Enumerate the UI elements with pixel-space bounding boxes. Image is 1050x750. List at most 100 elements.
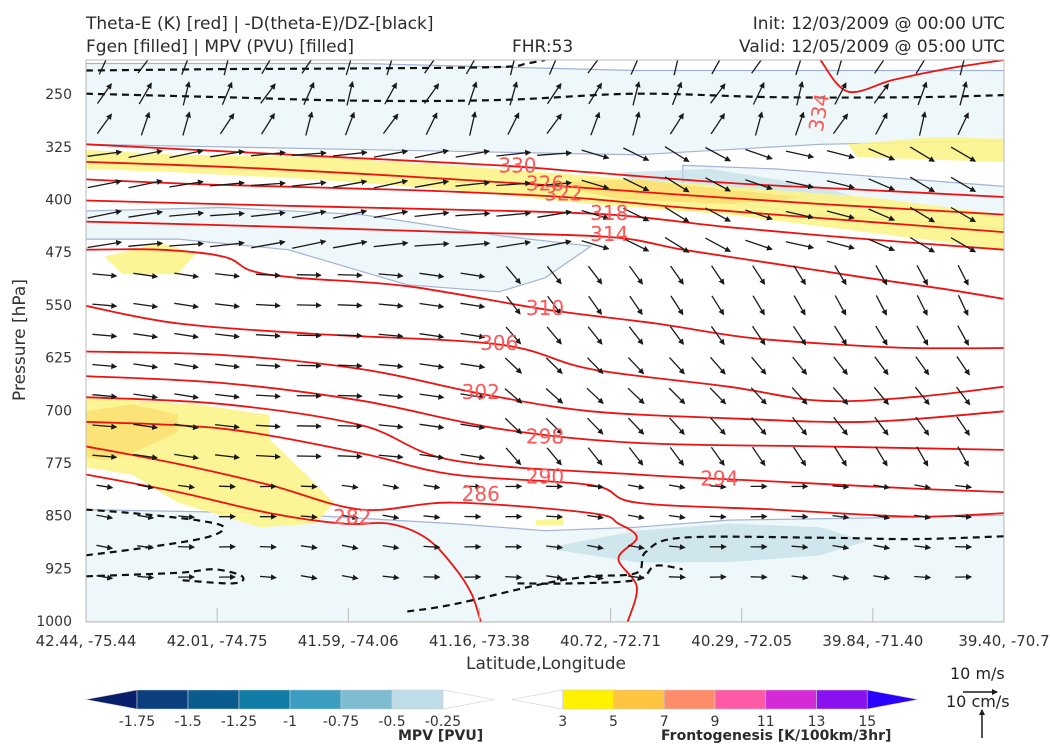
wind-vector <box>504 417 523 435</box>
y-axis-label: Pressure [hPa] <box>10 279 30 401</box>
wind-vector <box>337 302 363 309</box>
wind-vector <box>874 356 889 376</box>
wind-vector <box>957 325 969 346</box>
wind-vector <box>128 240 164 247</box>
theta-e-label-286: 286 <box>462 482 500 506</box>
wind-vector <box>300 544 318 551</box>
wind-vector <box>341 574 359 581</box>
theta-e-line-282 <box>86 473 482 622</box>
wind-vector <box>455 149 491 158</box>
y-tick-label: 475 <box>45 245 72 261</box>
wind-vector <box>92 453 118 460</box>
y-tick-label: 550 <box>45 298 72 314</box>
wind-vector <box>133 453 159 461</box>
theta-e-line-286 <box>86 445 638 622</box>
wind-vector <box>332 239 368 249</box>
wind-vector <box>545 357 563 375</box>
wind-vector <box>178 543 196 550</box>
colorbar-tick-label: -0.25 <box>425 714 461 730</box>
theta-e-label-306: 306 <box>480 331 518 355</box>
wind-vector <box>255 423 281 430</box>
colorbar-tick-label: -0.75 <box>323 714 359 730</box>
mpv-colorbar: -1.75 -1.5 -1.25 -1 -0.75 -0.5 -0.25 <box>85 689 495 730</box>
wind-vector <box>505 447 522 466</box>
wind-vector <box>215 272 240 279</box>
wind-vector <box>875 295 887 316</box>
wind-vector <box>909 236 936 253</box>
wind-vector <box>337 393 363 400</box>
theta-e-label-282: 282 <box>333 505 371 529</box>
colorbar-tick-label: 7 <box>660 714 669 730</box>
wind-vector <box>834 295 847 316</box>
wind-vector <box>92 363 118 370</box>
wind-vector <box>332 209 368 219</box>
wind-vector <box>918 111 927 136</box>
theta-e-label-326: 326 <box>526 172 564 196</box>
wind-vector <box>745 179 773 191</box>
wind-vector <box>169 148 204 159</box>
wind-vector <box>587 447 603 466</box>
wind-vector <box>419 453 445 461</box>
theta-e-line-298 <box>86 375 1004 451</box>
colorbar-tick-label: -1.25 <box>221 714 257 730</box>
wind-vector <box>586 387 604 404</box>
wind-vector <box>174 453 199 461</box>
y-tick-label: 400 <box>45 193 72 209</box>
wind-vector <box>537 180 573 187</box>
wind-vector <box>587 574 604 581</box>
wind-vector <box>628 265 643 285</box>
wind-vector <box>545 417 563 435</box>
wind-vector <box>255 393 281 400</box>
y-tick-label: 250 <box>45 87 72 103</box>
title-left-line2: Fgen [filled] | MPV (PVU) [filled] <box>86 37 355 57</box>
wind-vector <box>875 446 888 467</box>
theta-e-label-302: 302 <box>462 380 500 404</box>
wind-vector <box>914 514 932 521</box>
wind-vector <box>955 483 973 490</box>
fgen-colorbar-title: Frontogenesis [K/100km/3hr] <box>661 728 892 744</box>
wind-vector <box>460 423 486 431</box>
wind-vector <box>873 514 891 521</box>
wind-vector <box>874 60 885 74</box>
wind-vector <box>128 148 163 159</box>
theta-e-line-314 <box>86 220 1004 300</box>
wind-vector <box>796 81 804 106</box>
wind-vector <box>955 513 973 520</box>
wind-vector <box>587 514 604 521</box>
colorbar-tick-label: 9 <box>711 714 720 730</box>
wind-vector <box>291 150 327 157</box>
wind-vector <box>785 241 815 250</box>
mpv-fill-region <box>545 523 867 563</box>
wind-vector <box>332 149 368 157</box>
wind-vector <box>137 544 155 551</box>
wind-vector <box>623 207 650 222</box>
wind-vector <box>705 146 731 162</box>
wind-vector <box>826 210 855 220</box>
wind-vector <box>133 393 159 400</box>
wind-vector <box>537 239 572 249</box>
wind-vector <box>292 239 327 249</box>
wind-vector <box>711 60 721 75</box>
wind-vector <box>834 325 847 346</box>
colorbar-segment <box>866 689 919 710</box>
wind-vector <box>496 149 532 157</box>
wind-vector <box>581 240 610 251</box>
wind-vector <box>546 265 562 285</box>
y-tick-label: 775 <box>45 456 72 472</box>
wind-vector <box>346 81 355 106</box>
wind-vector <box>87 179 122 189</box>
wind-vector <box>868 208 896 221</box>
wind-vector <box>137 484 155 490</box>
wind-vector <box>128 209 163 218</box>
wind-vector <box>423 483 441 490</box>
wind-vector <box>632 81 641 106</box>
wind-vector <box>875 265 888 286</box>
wind-vector <box>505 326 522 345</box>
wind-vector <box>378 272 404 279</box>
wind-vector <box>218 483 236 490</box>
wind-vector <box>751 356 767 375</box>
wind-vector <box>96 574 114 581</box>
wind-vector <box>169 240 205 247</box>
fgen-fill-region <box>86 397 334 528</box>
wind-vector <box>950 237 977 253</box>
